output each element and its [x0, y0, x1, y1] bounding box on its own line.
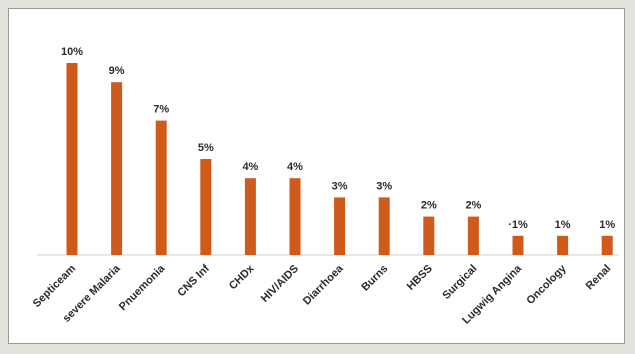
data-label-5: 4%: [287, 161, 303, 173]
data-label-1: 9%: [109, 65, 125, 77]
category-label-4: CHDx: [227, 262, 257, 292]
category-label-2: Pnuemonia: [117, 262, 168, 313]
bars-group: [66, 63, 613, 255]
data-label-9: 2%: [465, 200, 481, 212]
data-label-6: 3%: [332, 180, 348, 192]
data-label-7: 3%: [376, 180, 392, 192]
bar-4: [244, 178, 256, 255]
category-label-5: HIV/AIDS: [259, 263, 301, 305]
bar-6: [334, 197, 346, 255]
bar-3: [200, 159, 212, 255]
category-label-9: Surgical: [440, 263, 479, 302]
category-label-11: Oncology: [524, 262, 569, 307]
data-labels-group: 10% 9% 7% 5% 4% 4% 3% 3% 2% 2% ·1% 1% 1%: [61, 46, 615, 231]
bar-8: [423, 216, 435, 255]
bar-7: [378, 197, 390, 255]
data-label-11: 1%: [555, 219, 571, 231]
bar-9: [467, 216, 479, 255]
data-label-12: 1%: [599, 219, 615, 231]
bar-10: [512, 235, 524, 255]
bar-2: [155, 120, 167, 255]
data-label-2: 7%: [153, 104, 169, 116]
data-label-10: ·1%: [508, 219, 528, 231]
data-label-0: 10%: [61, 46, 83, 58]
category-label-12: Renal: [584, 263, 614, 293]
category-label-6: Diarrhoea: [301, 262, 346, 307]
data-label-8: 2%: [421, 200, 437, 212]
bar-12: [601, 235, 613, 255]
category-label-3: CNS Inf: [175, 262, 212, 299]
category-label-0: Septiceam: [31, 262, 79, 310]
category-label-7: Burns: [359, 263, 390, 294]
bar-11: [557, 235, 569, 255]
bar-5: [289, 178, 301, 255]
data-label-3: 5%: [198, 142, 214, 154]
chart-frame: 10% 9% 7% 5% 4% 4% 3% 3% 2% 2% ·1% 1% 1% Septiceam se…: [8, 8, 625, 344]
data-label-4: 4%: [242, 161, 258, 173]
bar-chart: 10% 9% 7% 5% 4% 4% 3% 3% 2% 2% ·1% 1% 1% Septiceamse…: [31, 46, 619, 327]
bar-0: [66, 63, 78, 255]
category-label-8: HBSS: [405, 263, 435, 293]
bar-1: [111, 82, 123, 255]
